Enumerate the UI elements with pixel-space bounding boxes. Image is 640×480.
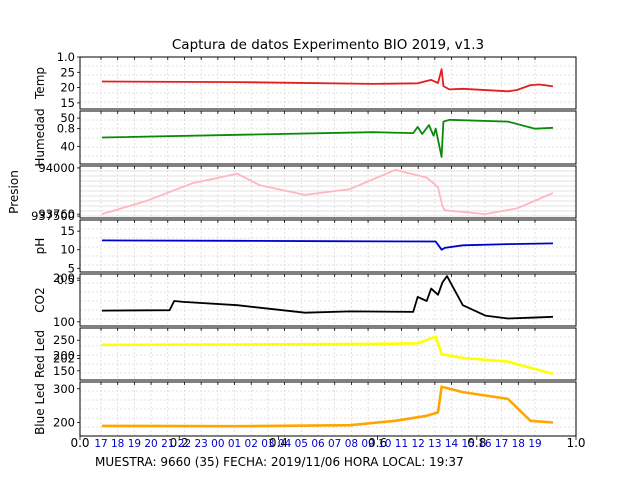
hour-label: 08 [345, 438, 358, 450]
hour-label: 11 [395, 438, 408, 450]
y-tick-label: 0.8 [57, 122, 75, 136]
y-tick-label: 25 [60, 65, 75, 79]
y-tick-label: 5 [68, 261, 75, 275]
hour-label: 07 [328, 438, 341, 450]
y-axis-label: Blue Led [33, 383, 47, 435]
series-line [101, 385, 554, 428]
hour-label: 14 [445, 438, 459, 450]
hour-label: 21 [161, 438, 174, 450]
hour-label: 03 [261, 438, 274, 450]
hour-label: 17 [495, 438, 508, 450]
series-line [101, 118, 554, 158]
y-tick-label: 150 [53, 364, 75, 378]
y-axis-label: Red Led [33, 330, 47, 378]
y-tick-label: 937500 [31, 209, 75, 223]
hour-label: 16 [478, 438, 492, 450]
hour-label: 05 [295, 438, 308, 450]
y-tick-label: 10 [60, 243, 75, 257]
hour-label: 19 [128, 438, 141, 450]
y-tick-label: 94000 [38, 161, 75, 175]
hour-label: 18 [512, 438, 525, 450]
x-tick-label: 0.4 [269, 436, 288, 450]
panel-frame [79, 273, 577, 327]
y-tick-label: 20 [60, 81, 75, 95]
hour-label: 12 [411, 438, 424, 450]
panel-6: 300 200 Blue Led [33, 381, 577, 437]
x-tick-label: 0.0 [70, 436, 89, 450]
y-tick-label: 200 [53, 271, 75, 285]
x-tick-label: 1.0 [566, 436, 585, 450]
hour-label: 09 [361, 438, 374, 450]
y-axis-label: Temp [33, 67, 47, 100]
panel-frame [79, 219, 577, 273]
y-tick-label: 200 [53, 416, 75, 430]
y-tick-label: 50 [60, 111, 75, 125]
series-line [101, 335, 554, 376]
x-tick-label: 0.8 [467, 436, 486, 450]
y-axis-label: Presion [7, 170, 21, 214]
hour-label: 06 [311, 438, 325, 450]
y-tick-label: 40 [60, 139, 75, 153]
y-tick-label: 100 [53, 315, 75, 329]
y-axis-label: CO2 [33, 287, 47, 312]
x-tick-label: 0.2 [170, 436, 189, 450]
hour-label: 22 [178, 438, 191, 450]
footer-status: MUESTRA: 9660 (35) FECHA: 2019/11/06 HOR… [95, 455, 464, 469]
panel-3: 15 10 5 pH [33, 219, 577, 275]
hour-label: 17 [94, 438, 107, 450]
y-tick-label: 202 [53, 352, 75, 366]
y-tick-label: 250 [53, 333, 75, 347]
chart-title: Captura de datos Experimento BIO 2019, v… [172, 37, 484, 53]
y-axis-label: Humedad [33, 108, 47, 166]
panel-1: 500.8 40 Humedad [33, 108, 577, 167]
hour-label: 13 [428, 438, 441, 450]
series-line [101, 168, 554, 216]
hour-label: 10 [378, 438, 391, 450]
x-tick-label: 0.6 [368, 436, 387, 450]
hour-label: 04 [278, 438, 292, 450]
hour-label: 20 [144, 438, 157, 450]
panel-frame [79, 165, 577, 219]
y-tick-label: 15 [60, 224, 75, 238]
y-axis-label: pH [33, 238, 47, 255]
series-line [101, 68, 554, 93]
series-line [101, 239, 554, 251]
panels-layer: 1.0252015Temp500.840Humedad9400093760937… [7, 50, 577, 437]
y-tick-label: 15 [60, 96, 75, 110]
hour-label: 18 [111, 438, 124, 450]
panel-frame [79, 56, 577, 110]
x-axis: 0.0 0.2 0.4 0.6 0.8 1.017 18 19 20 21 22 23 00 01 02 03… [70, 436, 586, 450]
series-line [101, 275, 554, 320]
hour-label: 23 [194, 438, 207, 450]
hour-label: 01 [228, 438, 241, 450]
hour-label: 02 [245, 438, 258, 450]
hour-label: 00 [211, 438, 224, 450]
y-tick-label: 300 [53, 382, 75, 396]
y-tick-label: 200 [53, 349, 75, 363]
hour-label: 19 [528, 438, 541, 450]
panel-frame [79, 110, 577, 165]
y-tick-label: 93760 [38, 207, 75, 221]
y-tick-label: 0.5 [57, 273, 75, 287]
y-tick-label: 1.0 [57, 50, 75, 64]
hour-label: 15 [462, 438, 475, 450]
panel-frame [79, 381, 577, 437]
panel-frame [79, 327, 577, 381]
